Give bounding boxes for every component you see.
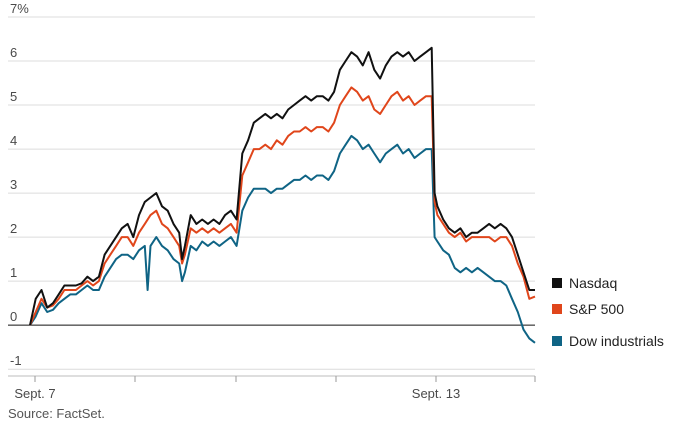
- legend-label: S&P 500: [569, 301, 624, 317]
- x-tick-label: Sept. 7: [14, 386, 55, 401]
- legend-swatch: [552, 336, 562, 346]
- legend-swatch: [552, 278, 562, 288]
- y-tick-label: -1: [10, 353, 22, 368]
- series-lines: [29, 46, 536, 344]
- series-line-dow-industrials: [29, 134, 536, 344]
- x-axis: Sept. 7 Sept. 13: [8, 375, 536, 401]
- y-tick-label: 0: [10, 309, 17, 324]
- y-tick-label: 3: [10, 177, 17, 192]
- y-axis-ticks: -1 0 1 2 3 4 5 6 7%: [10, 1, 29, 368]
- legend-label: Nasdaq: [569, 275, 617, 291]
- legend-swatch: [552, 304, 562, 314]
- y-tick-label: 5: [10, 89, 17, 104]
- series-line-nasdaq: [29, 46, 535, 326]
- y-tick-label: 4: [10, 133, 17, 148]
- y-tick-label: 1: [10, 265, 17, 280]
- y-tick-label: 6: [10, 45, 17, 60]
- series-line-s-p-500: [29, 86, 536, 326]
- legend: Nasdaq S&P 500 Dow industrials: [552, 275, 664, 349]
- y-tick-label: 7%: [10, 1, 29, 16]
- source-note: Source: FactSet.: [8, 406, 105, 421]
- legend-label: Dow industrials: [569, 333, 664, 349]
- x-tick-label: Sept. 13: [412, 386, 460, 401]
- y-tick-label: 2: [10, 221, 17, 236]
